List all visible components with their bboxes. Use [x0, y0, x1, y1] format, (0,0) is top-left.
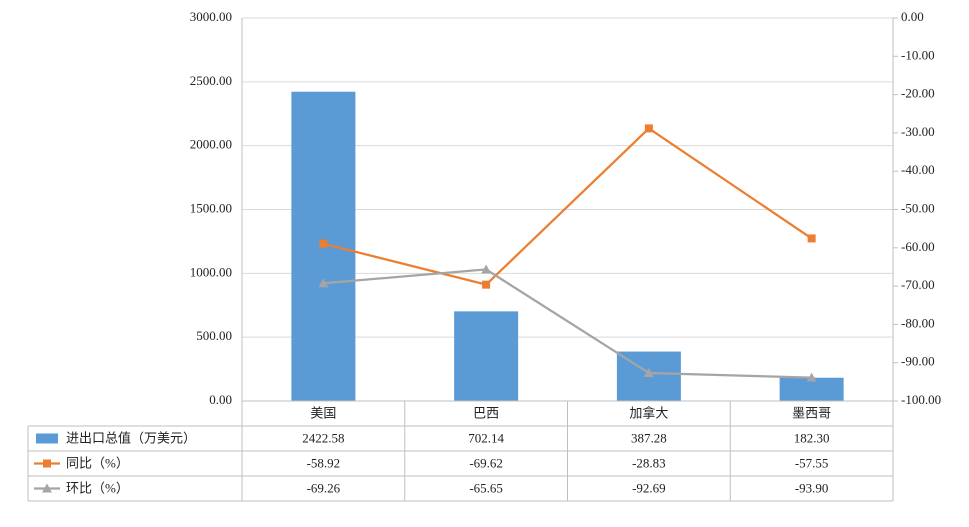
marker: [482, 280, 491, 289]
y-tick-label: 1000.00: [190, 264, 232, 279]
legend-label: 环比（%）: [66, 480, 129, 495]
y2-tick-label: -90.00: [901, 354, 935, 369]
table-value: -69.26: [307, 480, 341, 495]
marker: [481, 264, 492, 274]
y2-tick-label: -70.00: [901, 277, 935, 292]
y-tick-label: 2000.00: [190, 137, 232, 152]
y-tick-label: 2500.00: [190, 73, 232, 88]
x-tick-label: 墨西哥: [792, 405, 831, 420]
legend-key: [36, 433, 58, 444]
marker: [644, 124, 653, 133]
table-value: -69.62: [469, 455, 503, 470]
marker: [318, 278, 329, 288]
y2-tick-label: -40.00: [901, 162, 935, 177]
y2-tick-label: -100.00: [901, 392, 941, 407]
table-value: -57.55: [795, 455, 829, 470]
y-tick-label: 3000.00: [190, 9, 232, 24]
legend-key: [43, 459, 51, 468]
table-value: 387.28: [631, 430, 667, 445]
marker: [319, 239, 328, 248]
x-tick-label: 美国: [310, 405, 336, 420]
table-value: -65.65: [469, 480, 503, 495]
bar: [454, 311, 519, 401]
table-value: 2422.58: [302, 430, 344, 445]
legend-key: [42, 483, 52, 493]
marker: [807, 234, 816, 243]
marker: [806, 372, 817, 382]
y2-tick-label: -80.00: [901, 315, 935, 330]
table-value: 182.30: [794, 430, 830, 445]
table-value: -92.69: [632, 480, 666, 495]
y2-tick-label: -60.00: [901, 239, 935, 254]
y-tick-label: 0.00: [209, 392, 232, 407]
table-value: 702.14: [468, 430, 504, 445]
table-value: -93.90: [795, 480, 829, 495]
y2-tick-label: -10.00: [901, 47, 935, 62]
y2-tick-label: -20.00: [901, 86, 935, 101]
y-tick-label: 500.00: [196, 328, 232, 343]
y2-tick-label: -50.00: [901, 200, 935, 215]
line: [323, 126, 813, 286]
legend-label: 同比（%）: [66, 455, 129, 470]
y2-tick-label: -30.00: [901, 124, 935, 139]
y-tick-label: 1500.00: [190, 200, 232, 215]
table-value: -58.92: [307, 455, 341, 470]
marker: [643, 368, 654, 378]
y2-tick-label: 0.00: [901, 9, 924, 24]
table-value: -28.83: [632, 455, 666, 470]
x-tick-label: 加拿大: [629, 405, 668, 420]
legend-label: 进出口总值（万美元）: [66, 430, 196, 445]
bar: [779, 377, 844, 401]
line: [323, 268, 812, 379]
x-tick-label: 巴西: [473, 405, 499, 420]
